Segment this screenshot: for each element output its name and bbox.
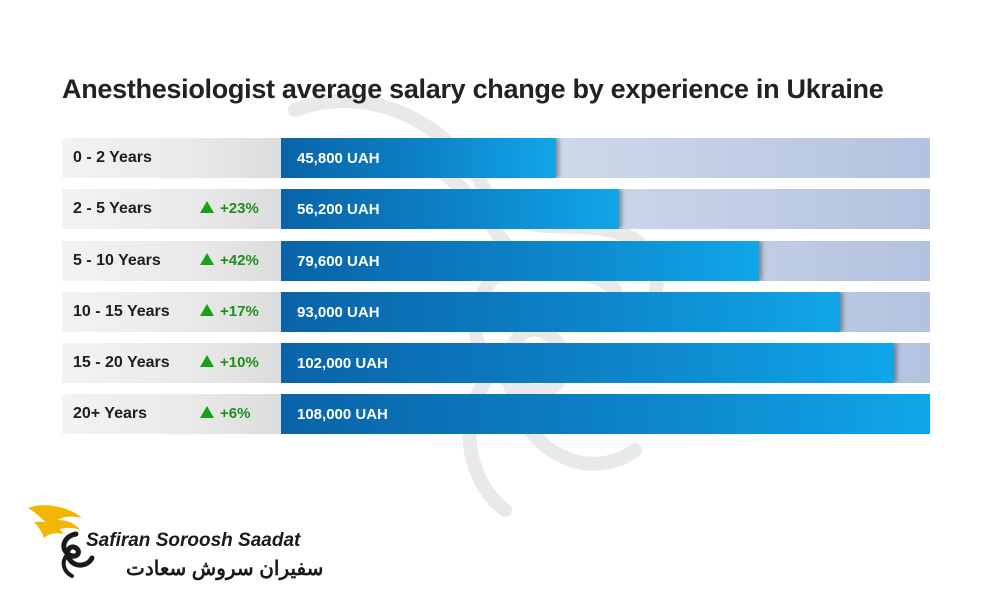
category-label: 10 - 15 Years: [73, 302, 170, 320]
category-label: 15 - 20 Years: [73, 354, 170, 372]
category-label: 5 - 10 Years: [73, 251, 161, 269]
change-percent: +10%: [220, 354, 259, 372]
chart-title: Anesthesiologist average salary change b…: [62, 74, 884, 104]
change-indicator: +42%: [200, 252, 259, 269]
bar-value-label: 93,000 UAH: [297, 303, 380, 321]
row-label: 2 - 5 Years +23%: [62, 189, 281, 230]
bar-value-label: 45,800 UAH: [297, 150, 380, 167]
change-indicator: +17%: [200, 303, 259, 320]
row-label: 15 - 20 Years +10%: [62, 343, 281, 384]
change-percent: +17%: [220, 302, 259, 320]
bar-row: 0 - 2 Years 45,800 UAH: [62, 138, 930, 178]
change-indicator: +10%: [200, 354, 259, 371]
salary-bar: 79,600 UAH: [281, 240, 759, 281]
salary-bar: 102,000 UAH: [281, 343, 894, 384]
bar-value-label: 56,200 UAH: [297, 201, 380, 219]
bar-track: 79,600 UAH: [281, 240, 930, 281]
wing-swan-logo-icon: [28, 505, 95, 578]
up-arrow-icon: [200, 355, 214, 368]
up-arrow-icon: [200, 252, 214, 265]
bar-row: 2 - 5 Years +23% 56,200 UAH: [62, 189, 930, 230]
bar-track: 56,200 UAH: [281, 189, 930, 230]
bar-track: 93,000 UAH: [281, 291, 930, 332]
bar-value-label: 108,000 UAH: [297, 406, 388, 424]
bar-row: 20+ Years +6% 108,000 UAH: [62, 394, 930, 435]
brand-name-persian: سفیران سروش سعادت: [126, 558, 324, 580]
up-arrow-icon: [200, 303, 214, 316]
bar-row: 15 - 20 Years +10% 102,000 UAH: [62, 343, 930, 384]
category-label: 2 - 5 Years: [73, 200, 152, 218]
bar-value-label: 79,600 UAH: [297, 252, 380, 270]
brand-logo: Safiran Soroosh Saadat سفیران سروش سعادت: [24, 500, 323, 590]
bar-row: 5 - 10 Years +42% 79,600 UAH: [62, 240, 930, 281]
bar-value-label: 102,000 UAH: [297, 355, 388, 373]
row-label: 0 - 2 Years: [62, 138, 281, 178]
salary-bar: 93,000 UAH: [281, 291, 840, 332]
change-indicator: +23%: [200, 200, 259, 217]
bar-track: 108,000 UAH: [281, 394, 930, 435]
salary-bar: 45,800 UAH: [281, 138, 556, 178]
brand-name-english: Safiran Soroosh Saadat: [86, 530, 301, 551]
bar-track: 45,800 UAH: [281, 138, 930, 178]
category-label: 0 - 2 Years: [73, 149, 152, 166]
up-arrow-icon: [200, 406, 214, 419]
row-label: 20+ Years +6%: [62, 394, 281, 435]
up-arrow-icon: [200, 201, 214, 214]
change-percent: +42%: [220, 251, 259, 269]
row-label: 10 - 15 Years +17%: [62, 291, 281, 332]
change-indicator: +6%: [200, 405, 250, 422]
bar-track: 102,000 UAH: [281, 343, 930, 384]
salary-bar: 56,200 UAH: [281, 189, 619, 230]
salary-bar: 108,000 UAH: [281, 394, 930, 435]
change-percent: +23%: [220, 200, 259, 218]
row-label: 5 - 10 Years +42%: [62, 240, 281, 281]
change-percent: +6%: [220, 405, 251, 423]
category-label: 20+ Years: [73, 405, 148, 423]
salary-bar-chart: 0 - 2 Years 45,800 UAH 2 - 5 Years +23% 56,2…: [62, 138, 930, 446]
bar-row: 10 - 15 Years +17% 93,000 UAH: [62, 291, 930, 332]
